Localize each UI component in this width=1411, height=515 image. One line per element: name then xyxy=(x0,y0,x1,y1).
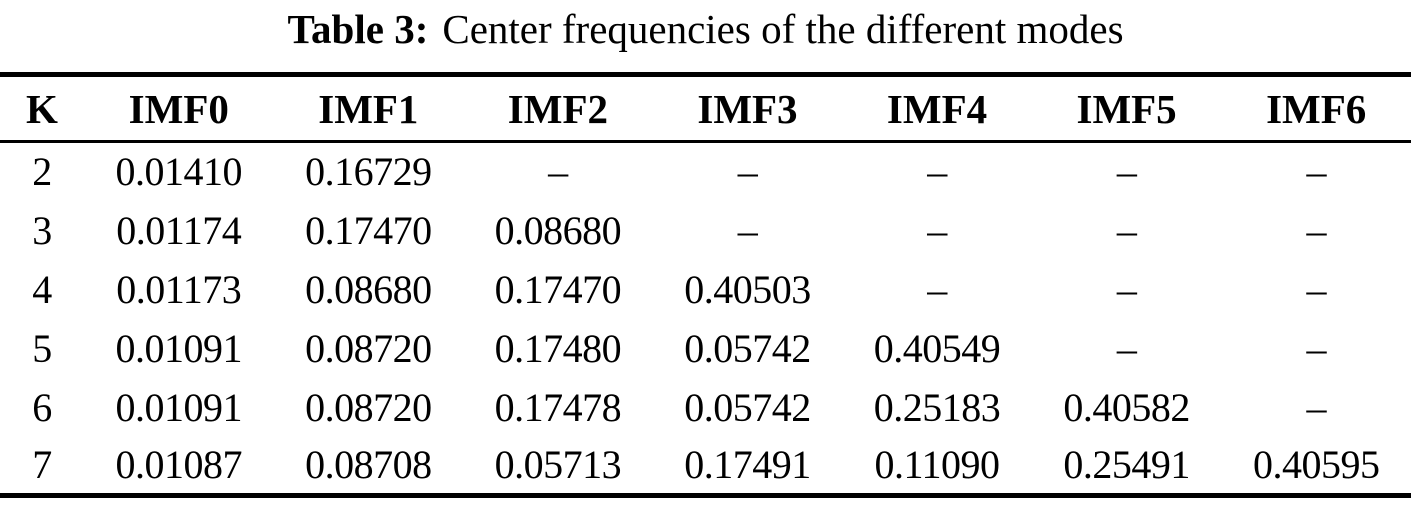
cell-k: 7 xyxy=(32,442,52,488)
cell-imf1: 0.08708 xyxy=(305,442,432,488)
col-header-imf5: IMF5 xyxy=(1076,85,1177,132)
table-row-k2: 2 0.01410 0.16729 – – – – – xyxy=(0,142,1411,201)
col-header-imf4: IMF4 xyxy=(886,85,988,132)
cell-imf0: 0.01087 xyxy=(115,442,243,488)
table-row-k7: 7 0.01087 0.08708 0.05713 0.17491 0.1109… xyxy=(0,437,1411,496)
col-header-imf0: IMF0 xyxy=(128,85,229,132)
cell-imf3: 0.17491 xyxy=(684,442,811,488)
table-caption: Table 3: Center frequencies of the differ… xyxy=(0,0,1411,54)
cell-imf6: – xyxy=(1306,384,1326,430)
cell-imf3: – xyxy=(737,149,758,195)
cell-imf0: 0.01091 xyxy=(115,384,243,430)
cell-imf5: – xyxy=(1116,207,1137,253)
col-header-imf3: IMF3 xyxy=(697,85,798,132)
center-frequencies-table: K IMF0 IMF1 IMF2 IMF3 IMF4 IMF5 IMF6 2 0… xyxy=(0,72,1411,498)
cell-imf4: 0.11090 xyxy=(874,442,1001,488)
header-row: K IMF0 IMF1 IMF2 IMF3 IMF4 IMF5 IMF6 xyxy=(0,75,1411,142)
cell-k: 5 xyxy=(32,325,52,371)
table-row-k6: 6 0.01091 0.08720 0.17478 0.05742 0.2518… xyxy=(0,378,1411,437)
cell-imf1: 0.16729 xyxy=(305,149,432,195)
cell-k: 3 xyxy=(32,207,52,253)
cell-imf5: 0.40582 xyxy=(1063,384,1190,430)
cell-imf5: – xyxy=(1116,325,1137,371)
cell-imf6: – xyxy=(1306,207,1326,253)
cell-k: 2 xyxy=(32,149,52,195)
col-header-imf1: IMF1 xyxy=(318,85,419,132)
caption-text: Center frequencies of the different mode… xyxy=(442,6,1124,52)
cell-imf6: – xyxy=(1306,149,1326,195)
col-header-imf6: IMF6 xyxy=(1266,85,1367,132)
col-header-imf2: IMF2 xyxy=(507,85,608,132)
cell-imf0: 0.01173 xyxy=(116,266,242,312)
cell-imf0: 0.01410 xyxy=(115,149,243,195)
cell-imf1: 0.08720 xyxy=(305,325,432,371)
cell-imf4: 0.40549 xyxy=(873,325,1001,371)
cell-imf4: – xyxy=(927,149,947,195)
table-row-k3: 3 0.01174 0.17470 0.08680 – – – – xyxy=(0,201,1411,260)
cell-imf4: – xyxy=(927,266,947,312)
cell-imf3: 0.05742 xyxy=(684,384,811,430)
cell-imf3: 0.05742 xyxy=(684,325,811,371)
cell-imf0: 0.01091 xyxy=(115,325,243,371)
cell-imf3: – xyxy=(737,207,758,253)
col-header-k: K xyxy=(26,85,58,132)
cell-imf5: – xyxy=(1116,266,1137,312)
cell-imf5: – xyxy=(1116,149,1137,195)
cell-imf1: 0.08720 xyxy=(305,384,432,430)
cell-imf2: 0.08680 xyxy=(494,207,622,253)
cell-imf4: – xyxy=(927,207,947,253)
table-row-k4: 4 0.01173 0.08680 0.17470 0.40503 – – – xyxy=(0,260,1411,319)
table-row-k5: 5 0.01091 0.08720 0.17480 0.05742 0.4054… xyxy=(0,319,1411,378)
cell-imf2: 0.17480 xyxy=(494,325,622,371)
cell-imf2: 0.05713 xyxy=(494,442,622,488)
cell-imf3: 0.40503 xyxy=(684,266,811,312)
cell-imf1: 0.08680 xyxy=(305,266,432,312)
caption-label: Table 3: xyxy=(287,6,429,52)
cell-imf6: 0.40595 xyxy=(1252,442,1380,488)
cell-k: 4 xyxy=(32,266,52,312)
cell-imf5: 0.25491 xyxy=(1063,442,1190,488)
cell-imf1: 0.17470 xyxy=(305,207,432,253)
cell-imf2: – xyxy=(548,149,568,195)
cell-imf6: – xyxy=(1306,325,1326,371)
cell-k: 6 xyxy=(32,384,52,430)
cell-imf2: 0.17478 xyxy=(494,384,622,430)
cell-imf6: – xyxy=(1306,266,1326,312)
cell-imf2: 0.17470 xyxy=(494,266,622,312)
cell-imf4: 0.25183 xyxy=(873,384,1001,430)
cell-imf0: 0.01174 xyxy=(116,207,242,253)
